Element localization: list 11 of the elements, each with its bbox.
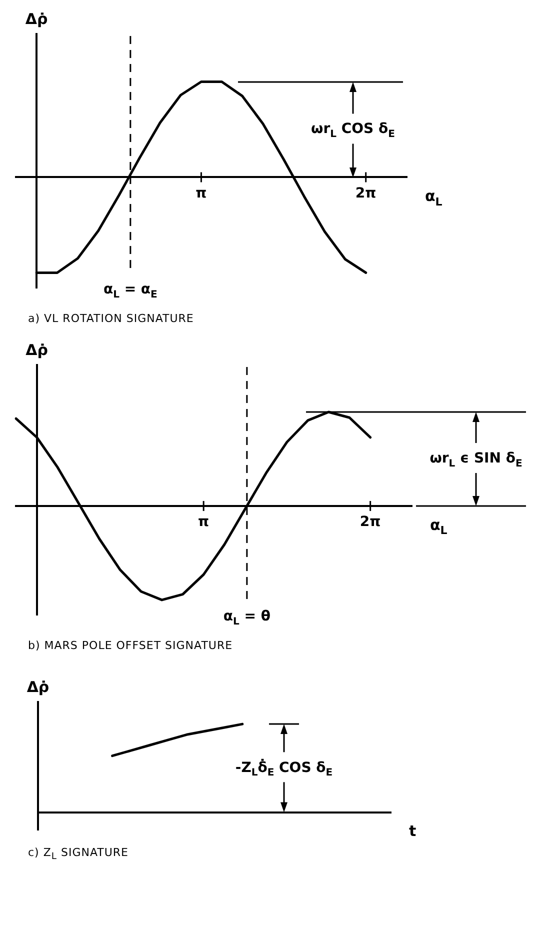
x-axis-title: t xyxy=(409,822,416,840)
text: b) MARS POLE OFFSET SIGNATURE xyxy=(28,639,234,652)
x-tick-label: π xyxy=(198,514,210,530)
x-tick-label: 2π xyxy=(360,514,381,530)
y-axis-title: Δρ̇ xyxy=(25,10,48,28)
x-tick-label: 2π xyxy=(355,185,376,202)
y-axis-title: Δρ̇ xyxy=(26,678,50,696)
text: a) VL ROTATION SIGNATURE xyxy=(28,312,195,325)
text: c) Z$_{L}$ SIGNATURE xyxy=(28,846,130,862)
y-axis-title: Δρ̇ xyxy=(26,340,48,359)
x-tick-label: π xyxy=(196,185,207,202)
